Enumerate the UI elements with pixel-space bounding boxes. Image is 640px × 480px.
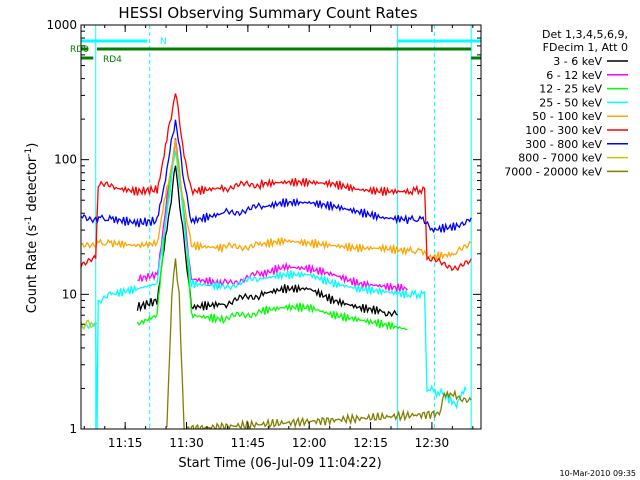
legend-label: 12 - 25 keV	[539, 83, 602, 96]
y-tick-label: 1000	[46, 18, 77, 32]
plot-frame	[80, 24, 482, 430]
y-axis-label: Count Rate (s-1 detector-1)	[24, 143, 40, 314]
legend-label: 100 - 300 keV	[525, 124, 602, 137]
legend-label: 300 - 800 keV	[525, 138, 602, 151]
series-line-7	[81, 319, 98, 331]
legend-label: 800 - 7000 keV	[518, 152, 602, 165]
y-tick-label: 100	[54, 153, 77, 167]
marker-label-n: N	[160, 37, 167, 47]
y-tick-label: 10	[62, 287, 77, 301]
legend-header: FDecim 1, Att 0	[543, 41, 628, 54]
series-line-3	[81, 150, 467, 429]
marker-label-rd4: RD4	[103, 55, 122, 65]
x-tick-label: 12:00	[292, 436, 327, 450]
legend: Det 1,3,4,5,6,9,FDecim 1, Att 03 - 6 keV…	[504, 28, 628, 178]
legend-header: Det 1,3,4,5,6,9,	[542, 28, 628, 41]
legend-label: 6 - 12 keV	[546, 69, 602, 82]
x-tick-label: 11:30	[169, 436, 204, 450]
series-line-6	[81, 119, 472, 234]
footer-timestamp: 10-Mar-2010 09:35	[560, 469, 637, 478]
series-line-0	[136, 165, 399, 318]
x-axis-label: Start Time (06-Jul-09 11:04:22)	[178, 456, 381, 471]
legend-label: 25 - 50 keV	[539, 96, 602, 109]
y-tick-label: 1	[69, 422, 77, 436]
x-tick-label: 11:45	[231, 436, 266, 450]
series-line-4	[81, 139, 472, 261]
marker-label-rd0: RD0	[70, 45, 89, 55]
x-tick-label: 12:15	[353, 436, 388, 450]
legend-label: 50 - 100 keV	[532, 110, 602, 123]
x-tick-label: 12:30	[415, 436, 450, 450]
x-tick-label: 11:15	[108, 436, 143, 450]
chart-title: HESSI Observing Summary Count Rates	[118, 4, 417, 22]
legend-label: 7000 - 20000 keV	[504, 165, 602, 178]
series-line-5	[81, 93, 472, 272]
legend-label: 3 - 6 keV	[553, 55, 602, 68]
